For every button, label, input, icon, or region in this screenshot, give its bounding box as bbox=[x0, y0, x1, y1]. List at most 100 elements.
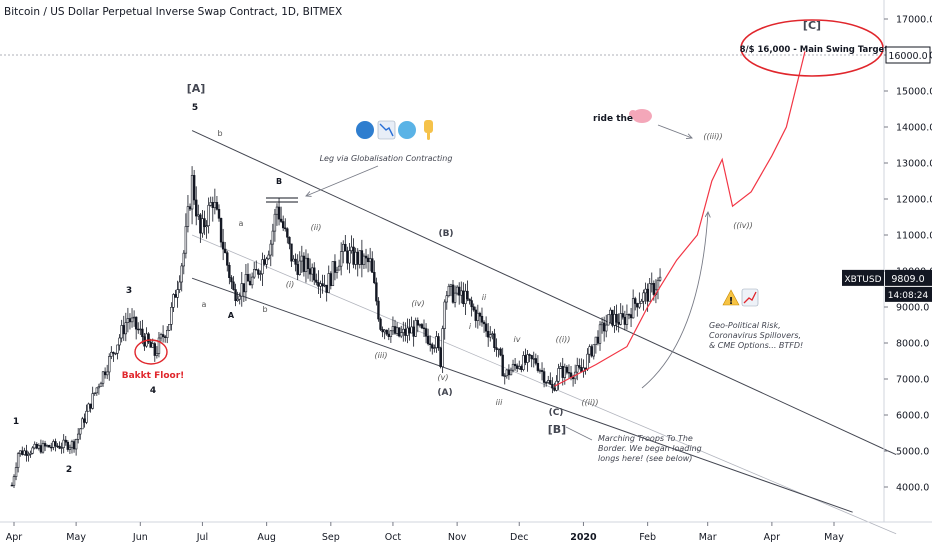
candle bbox=[325, 284, 328, 302]
candle bbox=[242, 283, 246, 303]
candle bbox=[226, 250, 229, 272]
candle bbox=[217, 204, 221, 222]
candle bbox=[366, 254, 370, 273]
candle bbox=[559, 362, 562, 369]
candle bbox=[578, 358, 581, 370]
candle bbox=[116, 344, 119, 360]
candle-body bbox=[613, 313, 616, 326]
candle-body bbox=[650, 283, 653, 285]
candle bbox=[634, 296, 637, 311]
ride-arrow bbox=[657, 124, 692, 138]
candle-body bbox=[215, 202, 219, 210]
candle-body bbox=[97, 386, 101, 389]
candle-body bbox=[159, 334, 163, 339]
candle-body bbox=[74, 439, 78, 450]
candle bbox=[590, 344, 593, 358]
label-wave-A-big: [A] bbox=[187, 82, 206, 95]
candle bbox=[344, 234, 347, 252]
candle bbox=[23, 447, 26, 456]
candle-body bbox=[89, 403, 92, 409]
candle bbox=[534, 353, 538, 366]
candle bbox=[555, 375, 558, 392]
candle-body bbox=[134, 316, 138, 330]
label-paren-A: (A) bbox=[437, 388, 452, 398]
candle-body bbox=[273, 213, 277, 232]
globe-icon-shape bbox=[356, 121, 374, 139]
candle bbox=[493, 328, 496, 352]
candle bbox=[441, 325, 444, 373]
candle-body bbox=[458, 286, 461, 296]
candle bbox=[255, 260, 258, 271]
candle bbox=[130, 308, 134, 328]
candle bbox=[621, 305, 624, 320]
candle bbox=[161, 325, 165, 343]
pointing-down-icon-finger bbox=[427, 131, 430, 140]
candle bbox=[346, 246, 349, 270]
candle bbox=[509, 367, 513, 376]
candle bbox=[644, 282, 647, 305]
candle bbox=[14, 462, 18, 481]
wave-annotations: ! [A] 5 1 2 3 4 Bakkt Floor! b a Aa b B Leg via Globa… bbox=[13, 19, 889, 475]
candle-body bbox=[460, 290, 463, 296]
candle bbox=[263, 254, 266, 266]
candle bbox=[335, 266, 339, 279]
time-tick-label: Apr bbox=[764, 532, 781, 543]
candle bbox=[56, 443, 59, 448]
candle bbox=[72, 439, 76, 453]
price-tick-label: 11000.0 bbox=[896, 231, 932, 242]
candle bbox=[205, 220, 208, 239]
candle bbox=[45, 444, 49, 448]
candle-body bbox=[294, 258, 297, 265]
candle-body bbox=[45, 445, 49, 447]
candle bbox=[638, 292, 641, 309]
candle bbox=[433, 344, 436, 353]
price-tick-label: 17000.0 bbox=[896, 15, 932, 26]
candle bbox=[352, 238, 355, 269]
candle bbox=[520, 364, 523, 373]
candle-body bbox=[431, 344, 434, 349]
candle-body bbox=[279, 218, 283, 222]
candle-body bbox=[559, 366, 562, 369]
label-ride-the: ride the bbox=[593, 114, 633, 124]
candle-body bbox=[449, 284, 453, 287]
label-geo-2: Coronavirus Spillovers, bbox=[709, 331, 801, 340]
price-axis[interactable]: 17000.0 16000.0 15000.0 14000.0 13000.0 12000… bbox=[842, 0, 932, 522]
candle-body bbox=[221, 241, 225, 250]
candle-body bbox=[611, 309, 614, 326]
candle bbox=[339, 242, 343, 276]
candle bbox=[298, 251, 301, 276]
candle-body bbox=[389, 330, 393, 337]
label-paren-B: (B) bbox=[438, 229, 453, 239]
candle-body bbox=[195, 199, 198, 217]
candle bbox=[489, 326, 492, 342]
candle bbox=[611, 309, 614, 328]
label-a-mid: a bbox=[239, 219, 244, 228]
candle bbox=[364, 248, 368, 269]
candle-body bbox=[642, 292, 645, 302]
candle-body bbox=[232, 281, 235, 290]
candle-body bbox=[395, 327, 399, 334]
candle bbox=[605, 314, 608, 338]
candle bbox=[526, 350, 529, 372]
candle bbox=[588, 344, 591, 363]
candle bbox=[68, 444, 72, 454]
candle-body bbox=[180, 265, 183, 283]
candle-body bbox=[199, 214, 202, 234]
price-tick-label: 13000.0 bbox=[896, 159, 932, 170]
time-axis[interactable]: Apr May Jun Jul Aug Sep Oct Nov Dec 2020 Feb Mar Apr… bbox=[0, 521, 932, 543]
candle bbox=[207, 197, 210, 234]
label-wave-iv-double: ((iv)) bbox=[733, 221, 752, 230]
candle bbox=[31, 446, 34, 455]
countdown-tag: 14:08:24 bbox=[888, 291, 929, 301]
candle bbox=[33, 441, 36, 450]
globe-icon bbox=[356, 121, 374, 139]
candle-body bbox=[511, 363, 515, 371]
candle-body bbox=[319, 283, 322, 287]
time-tick-label: Nov bbox=[448, 532, 467, 543]
candle bbox=[429, 335, 432, 352]
candle-body bbox=[188, 206, 192, 210]
candle-body bbox=[464, 290, 467, 305]
label-leg-globalisation: Leg via Globalisation Contracting bbox=[320, 154, 453, 163]
candle bbox=[253, 261, 256, 279]
